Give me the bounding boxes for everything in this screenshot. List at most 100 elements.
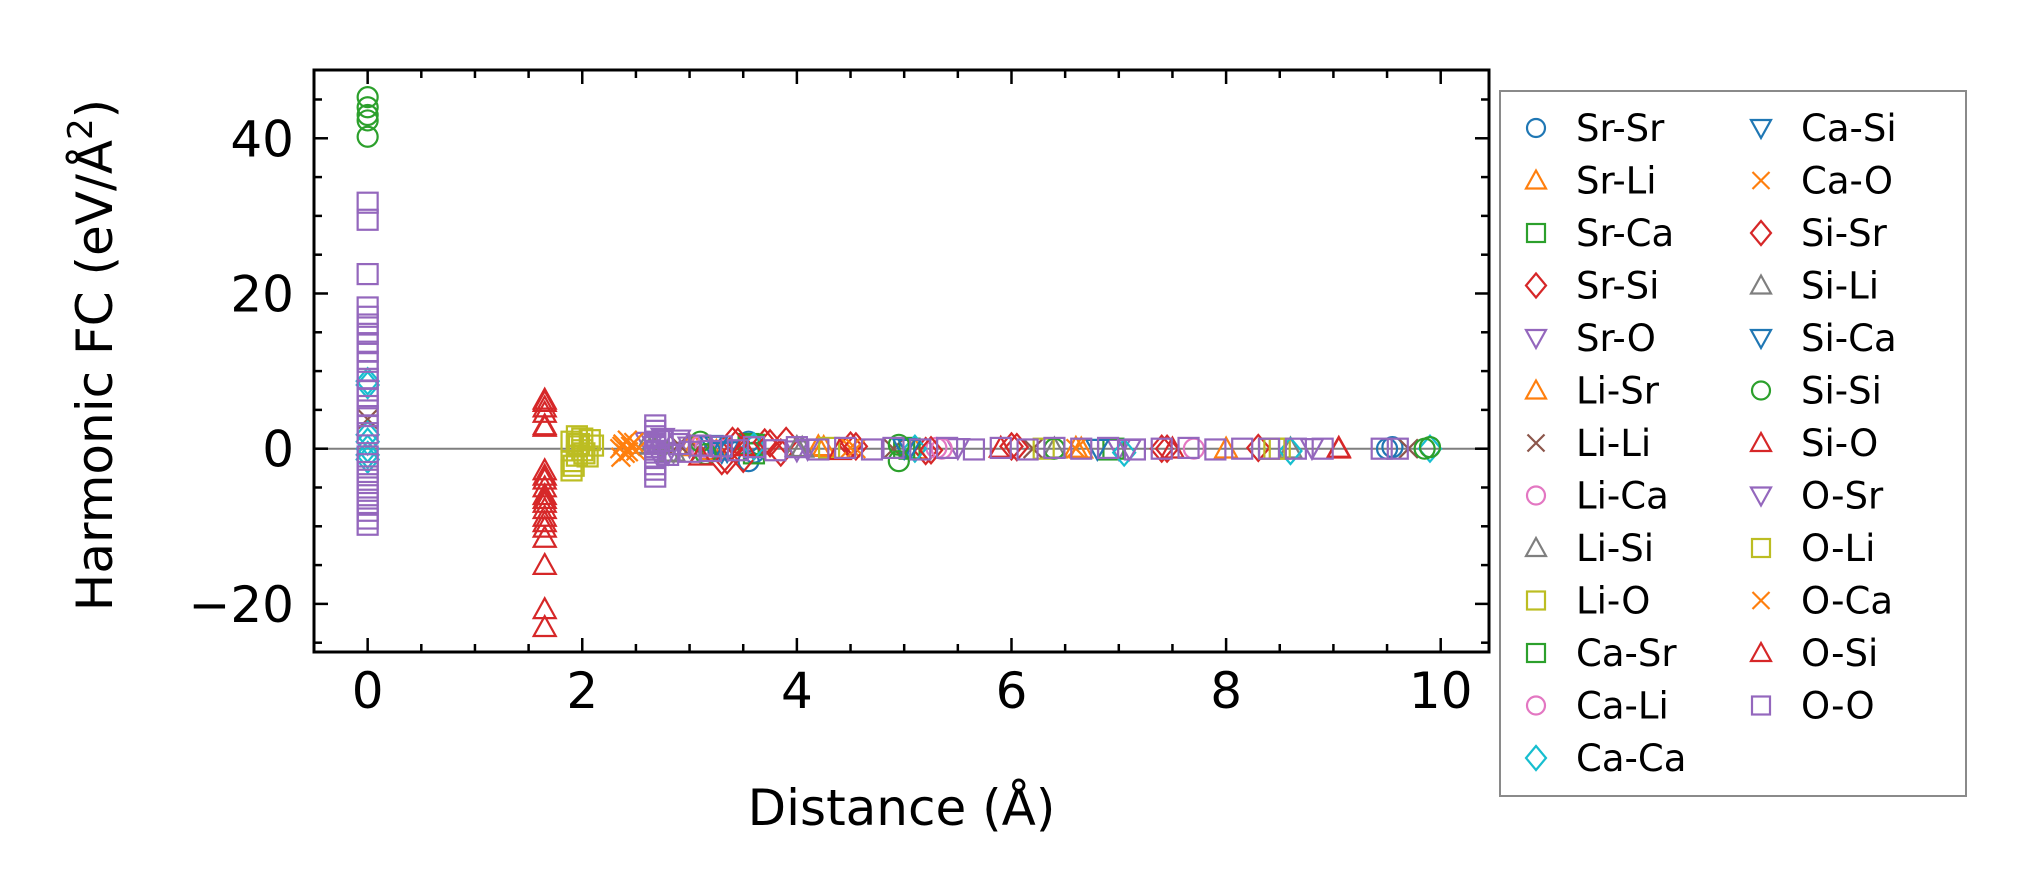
data-point	[1278, 436, 1303, 466]
data-point	[987, 434, 1014, 458]
legend-label: O-Sr	[1801, 475, 1884, 518]
legend-item: O-Ca	[1751, 580, 1893, 623]
data-point	[726, 439, 749, 462]
legend-marker	[1749, 328, 1773, 351]
data-point	[356, 484, 379, 507]
data-point	[578, 429, 601, 452]
legend-marker	[1524, 378, 1548, 400]
legend-item: Ca-Sr	[1525, 632, 1677, 675]
axis-ticks	[312, 70, 1489, 652]
data-point	[531, 412, 558, 436]
legend-label: O-Si	[1801, 632, 1878, 675]
legend-marker	[1524, 271, 1548, 300]
data-point	[882, 436, 905, 460]
data-point	[1370, 437, 1393, 460]
data-point	[1417, 433, 1443, 464]
data-point	[623, 432, 644, 453]
legend-marker	[1749, 486, 1773, 508]
legend-item: Ca-Ca	[1524, 737, 1686, 780]
legend-item: Li-O	[1525, 580, 1650, 623]
data-point	[531, 388, 558, 413]
data-point	[887, 433, 910, 456]
x-tick-label: 0	[352, 662, 384, 720]
data-point	[1070, 437, 1093, 460]
x-tick-label: 4	[781, 662, 813, 720]
legend-item: Sr-Li	[1524, 160, 1657, 203]
legend-item: O-O	[1750, 685, 1875, 728]
data-point	[989, 436, 1012, 460]
legend-label: Si-Si	[1801, 370, 1882, 413]
data-point	[356, 191, 379, 214]
legend-label: Li-Li	[1576, 422, 1651, 465]
legend-marker	[1749, 640, 1773, 663]
legend-item: Li-Si	[1524, 527, 1654, 570]
x-tick-label: 10	[1409, 662, 1473, 720]
data-point	[531, 457, 558, 481]
x-tick-label: 6	[996, 662, 1028, 720]
legend-item: Li-Li	[1526, 422, 1651, 465]
data-point	[757, 428, 783, 458]
legend-item: Si-Sr	[1749, 212, 1888, 255]
data-point	[1096, 436, 1120, 460]
legend-item: Si-O	[1749, 422, 1878, 465]
data-point	[962, 438, 986, 461]
legend-label: O-Li	[1801, 527, 1875, 570]
legend-label: O-O	[1801, 685, 1875, 728]
data-point	[356, 422, 379, 445]
data-point	[918, 435, 944, 465]
data-point	[356, 125, 379, 148]
data-point	[1418, 436, 1442, 459]
legend-marker	[1749, 219, 1773, 247]
legend-marker	[1524, 328, 1548, 351]
legend-item: Ca-O	[1751, 160, 1893, 203]
legend-label: Si-O	[1801, 422, 1878, 465]
legend-item: Li-Ca	[1525, 475, 1669, 518]
data-point	[1284, 437, 1307, 460]
data-point	[1043, 436, 1066, 460]
legend-marker	[1525, 695, 1547, 716]
legend-label: Ca-Sr	[1576, 632, 1677, 675]
data-markers	[355, 86, 1443, 638]
y-axis-label-text: Harmonic FC (eV/Å	[66, 140, 124, 611]
y-axis-label: Harmonic FC (eV/Å2)	[61, 99, 124, 611]
legend-label: Sr-O	[1576, 317, 1656, 360]
legend-marker	[1749, 430, 1773, 453]
data-point	[1325, 435, 1352, 459]
data-point	[742, 436, 766, 459]
legend-label: Ca-Ca	[1576, 737, 1686, 780]
legend-label: Sr-Sr	[1576, 107, 1665, 150]
legend-label: Si-Ca	[1801, 317, 1897, 360]
data-point	[531, 551, 558, 575]
legend-item: Li-Sr	[1524, 370, 1660, 413]
y-tick-label: 20	[230, 265, 294, 323]
data-point	[531, 485, 558, 510]
y-tick-label: 40	[230, 110, 294, 168]
data-point	[625, 440, 647, 462]
legend-marker	[1525, 222, 1547, 244]
legend-label: Li-O	[1576, 580, 1650, 623]
data-point	[909, 438, 932, 461]
data-point	[356, 86, 379, 109]
legend-marker	[1749, 118, 1773, 141]
legend-item: O-Li	[1750, 527, 1875, 570]
legend-item: Ca-Li	[1525, 685, 1669, 728]
data-point	[807, 438, 830, 461]
data-point	[531, 386, 558, 410]
data-point	[356, 103, 379, 127]
data-point	[531, 524, 558, 548]
data-point	[531, 514, 558, 538]
data-point	[1245, 433, 1271, 463]
legend-label: Ca-Li	[1576, 685, 1669, 728]
legend-marker	[1749, 273, 1773, 295]
data-point	[1257, 437, 1281, 460]
data-point	[356, 476, 379, 499]
legend-item: Si-Li	[1749, 265, 1879, 308]
data-point	[356, 491, 379, 515]
legend-label: Si-Li	[1801, 265, 1879, 308]
data-point	[644, 465, 667, 488]
data-point	[1016, 438, 1039, 461]
legend-label: Sr-Si	[1576, 265, 1659, 308]
legend-item: O-Si	[1749, 632, 1878, 675]
data-point	[356, 208, 379, 231]
